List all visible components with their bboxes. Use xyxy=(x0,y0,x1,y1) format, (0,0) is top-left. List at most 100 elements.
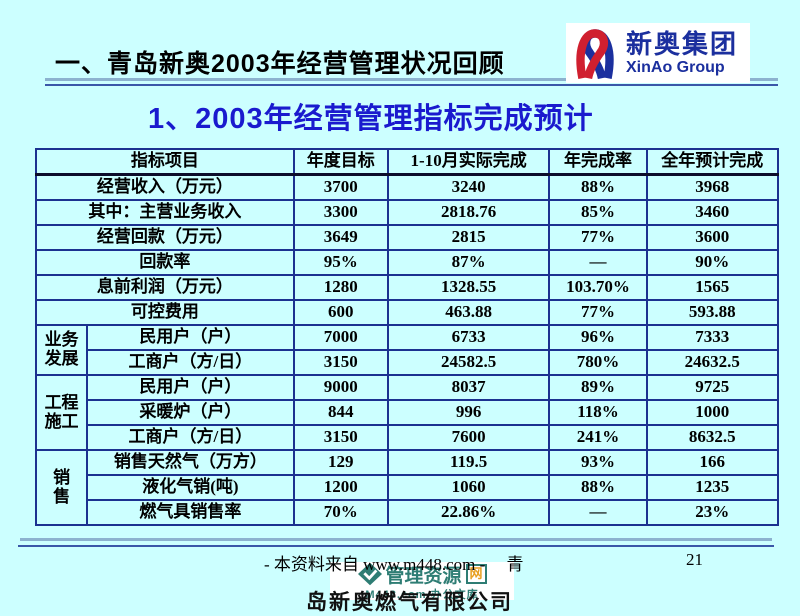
indicator-cell: 销售天然气（万方） xyxy=(86,449,295,476)
value-cell: 241% xyxy=(548,424,648,451)
indicator-cell: 息前利润（万元） xyxy=(35,274,295,301)
indicator-cell: 工商户（方/日） xyxy=(86,424,295,451)
indicator-cell: 经营收入（万元） xyxy=(35,173,295,201)
xinao-ribbon-icon xyxy=(576,29,614,80)
watermark-header: 管理资源 网 xyxy=(357,562,487,587)
value-cell: 22.86% xyxy=(386,499,551,526)
value-cell: 90% xyxy=(645,249,780,276)
group-cell: 业务 发展 xyxy=(34,324,89,376)
value-cell: — xyxy=(548,499,648,526)
value-cell: 7333 xyxy=(645,324,780,351)
footer-source-text: - 本资料来自 www.m448.com - 青 xyxy=(264,555,524,574)
table-row: 销 售销售天然气（万方） 129 119.5 93% 166 xyxy=(34,449,780,526)
watermark-subtext: M448.com 办公文库 xyxy=(365,589,479,601)
group-cell: 销 售 xyxy=(34,449,89,526)
footer-rule-light xyxy=(20,538,772,541)
footer-rule-dark xyxy=(18,545,774,547)
table-row: 可控费用 600 463.88 77% 593.88 xyxy=(35,299,780,326)
indicator-cell: 燃气具销售率 xyxy=(86,499,295,526)
watermark-brand-text: 管理资源 xyxy=(385,565,462,587)
value-cell: 996 xyxy=(386,399,551,426)
value-cell: 118% xyxy=(548,399,648,426)
value-cell: 96% xyxy=(548,324,648,351)
watermark-brand-suffix: 网 xyxy=(465,564,487,584)
value-cell: 93% xyxy=(548,449,648,476)
indicator-cell: 民用户（户） xyxy=(86,324,295,351)
table-row: 采暖炉（户） 844 996 118% 1000 xyxy=(36,399,780,426)
metrics-table: 指标项目 年度目标 1-10月实际完成 年完成率 全年预计完成 经营收入（万元）… xyxy=(34,148,780,526)
logo-name-en: XinAo Group xyxy=(626,58,725,76)
watermark-box: 管理资源 网 M448.com 办公文库 xyxy=(330,562,514,601)
value-cell: 593.88 xyxy=(645,299,780,326)
table-row: 经营回款（万元） 3649 2815 77% 3600 xyxy=(35,224,780,251)
value-cell: 166 xyxy=(645,449,780,476)
value-cell: 1200 xyxy=(292,474,389,501)
value-cell: 2815 xyxy=(386,224,551,251)
group-cell: 工程 施工 xyxy=(34,374,89,451)
column-header-forecast: 全年预计完成 xyxy=(645,148,780,176)
xinao-logo: 新奥集团 XinAo Group xyxy=(566,23,750,83)
value-cell: 129 xyxy=(292,449,389,476)
value-cell: 119.5 xyxy=(386,449,551,476)
value-cell: 24632.5 xyxy=(645,349,780,376)
value-cell: 103.70% xyxy=(548,274,648,301)
indicator-cell: 工商户（方/日） xyxy=(86,349,295,376)
title-rule-light xyxy=(45,78,778,81)
value-cell: 3150 xyxy=(292,349,389,376)
value-cell: 1000 xyxy=(645,399,780,426)
page-number: 21 xyxy=(686,550,703,569)
value-cell: 3968 xyxy=(645,173,780,201)
indicator-cell: 采暖炉（户） xyxy=(86,399,295,426)
value-cell: 3460 xyxy=(645,199,780,226)
table-row: 工商户（方/日） 3150 7600 241% 8632.5 xyxy=(36,424,780,451)
value-cell: 89% xyxy=(548,374,648,401)
value-cell: — xyxy=(548,249,648,276)
indicator-cell: 可控费用 xyxy=(35,299,295,326)
clipped-company-text: 岛新奥燃气有限公司 xyxy=(306,590,513,614)
logo-name-cn: 新奥集团 xyxy=(626,28,739,59)
value-cell: 23% xyxy=(645,499,780,526)
value-cell: 2818.76 xyxy=(386,199,551,226)
value-cell: 1280 xyxy=(292,274,389,301)
table-row: 回款率 95% 87% —90% xyxy=(35,249,780,276)
column-header-actual: 1-10月实际完成 xyxy=(386,148,551,176)
table-row: 经营收入（万元） 3700 3240 88% 3968 xyxy=(35,173,780,201)
table-row: 其中：主营业务收入 3300 2818.76 85% 3460 xyxy=(35,199,780,226)
value-cell: 7600 xyxy=(386,424,551,451)
indicator-cell: 液化气销(吨) xyxy=(86,474,295,501)
value-cell: 600 xyxy=(292,299,389,326)
value-cell: 3240 xyxy=(386,173,551,201)
indicator-cell: 经营回款（万元） xyxy=(35,224,295,251)
value-cell: 463.88 xyxy=(386,299,551,326)
value-cell: 8632.5 xyxy=(645,424,780,451)
value-cell: 3300 xyxy=(292,199,389,226)
watermark-diamond-icon xyxy=(358,562,383,586)
table-row: 工商户（方/日） 3150 24582.5 780% 24632.5 xyxy=(36,349,780,376)
column-header-rate: 年完成率 xyxy=(548,148,648,176)
value-cell: 844 xyxy=(292,399,389,426)
indicator-cell: 民用户（户） xyxy=(86,374,295,401)
value-cell: 1235 xyxy=(645,474,780,501)
indicator-cell: 回款率 xyxy=(35,249,295,276)
table-row: 业务 发展 民用户（户） 7000 6733 96% 7333 xyxy=(34,324,780,376)
value-cell: 3700 xyxy=(292,173,389,201)
value-cell: 1565 xyxy=(645,274,780,301)
value-cell: 6733 xyxy=(386,324,551,351)
metrics-table-body: 经营收入（万元） 3700 3240 88% 3968 其中：主营业务收入 3300 2818… xyxy=(34,173,780,526)
value-cell: 77% xyxy=(548,224,648,251)
value-cell: 3150 xyxy=(292,424,389,451)
value-cell: 7000 xyxy=(292,324,389,351)
value-cell: 85% xyxy=(548,199,648,226)
value-cell: 88% xyxy=(548,474,648,501)
logo-text: 新奥集团 XinAo Group xyxy=(626,31,738,76)
value-cell: 3649 xyxy=(292,224,389,251)
value-cell: 9725 xyxy=(645,374,780,401)
value-cell: 87% xyxy=(386,249,551,276)
table-header-row: 指标项目 年度目标 1-10月实际完成 年完成率 全年预计完成 xyxy=(35,148,780,176)
table-row: 燃气具销售率 70% 22.86% —23% xyxy=(36,499,780,526)
value-cell: 24582.5 xyxy=(386,349,551,376)
table-row: 液化气销(吨) 1200 1060 88% 1235 xyxy=(36,474,780,501)
indicator-cell: 其中：主营业务收入 xyxy=(35,199,295,226)
title-rule-dark xyxy=(45,84,778,86)
value-cell: 9000 xyxy=(292,374,389,401)
